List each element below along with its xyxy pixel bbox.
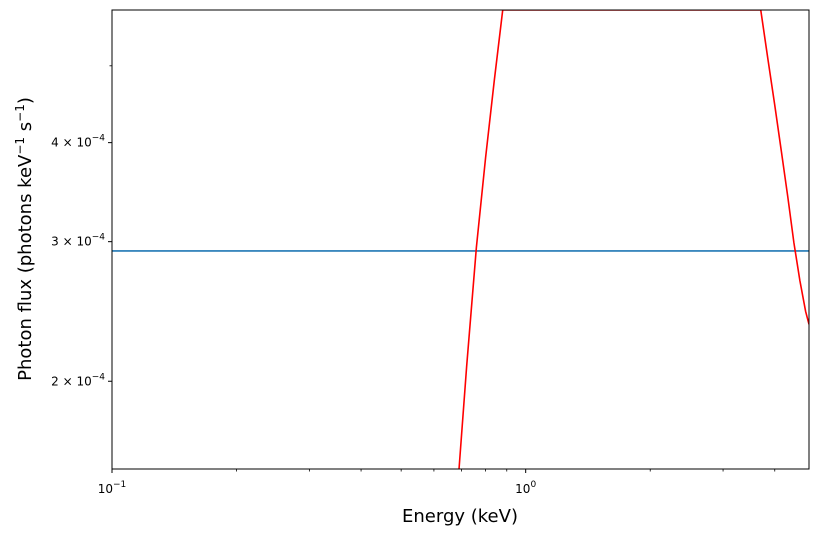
series-layer (112, 10, 809, 469)
x-axis-label: Energy (keV) (402, 506, 518, 527)
x-tick-label: 10−1 (98, 480, 127, 496)
y-tick-label: 3 × 10−4 (51, 233, 105, 249)
minor-ticks (109, 65, 776, 472)
series-line-1 (458, 10, 809, 469)
y-ticks: 2 × 10−4 3 × 10−4 4 × 10−4 (51, 134, 112, 388)
y-axis-label: Photon flux (photons keV−1 s−1) (13, 97, 36, 381)
y-tick-label: 2 × 10−4 (51, 372, 105, 388)
plot-frame (111, 9, 810, 470)
x-ticks: 10−1 100 (98, 469, 536, 496)
y-tick-label: 4 × 10−4 (51, 134, 105, 150)
x-tick-label: 100 (515, 480, 536, 496)
